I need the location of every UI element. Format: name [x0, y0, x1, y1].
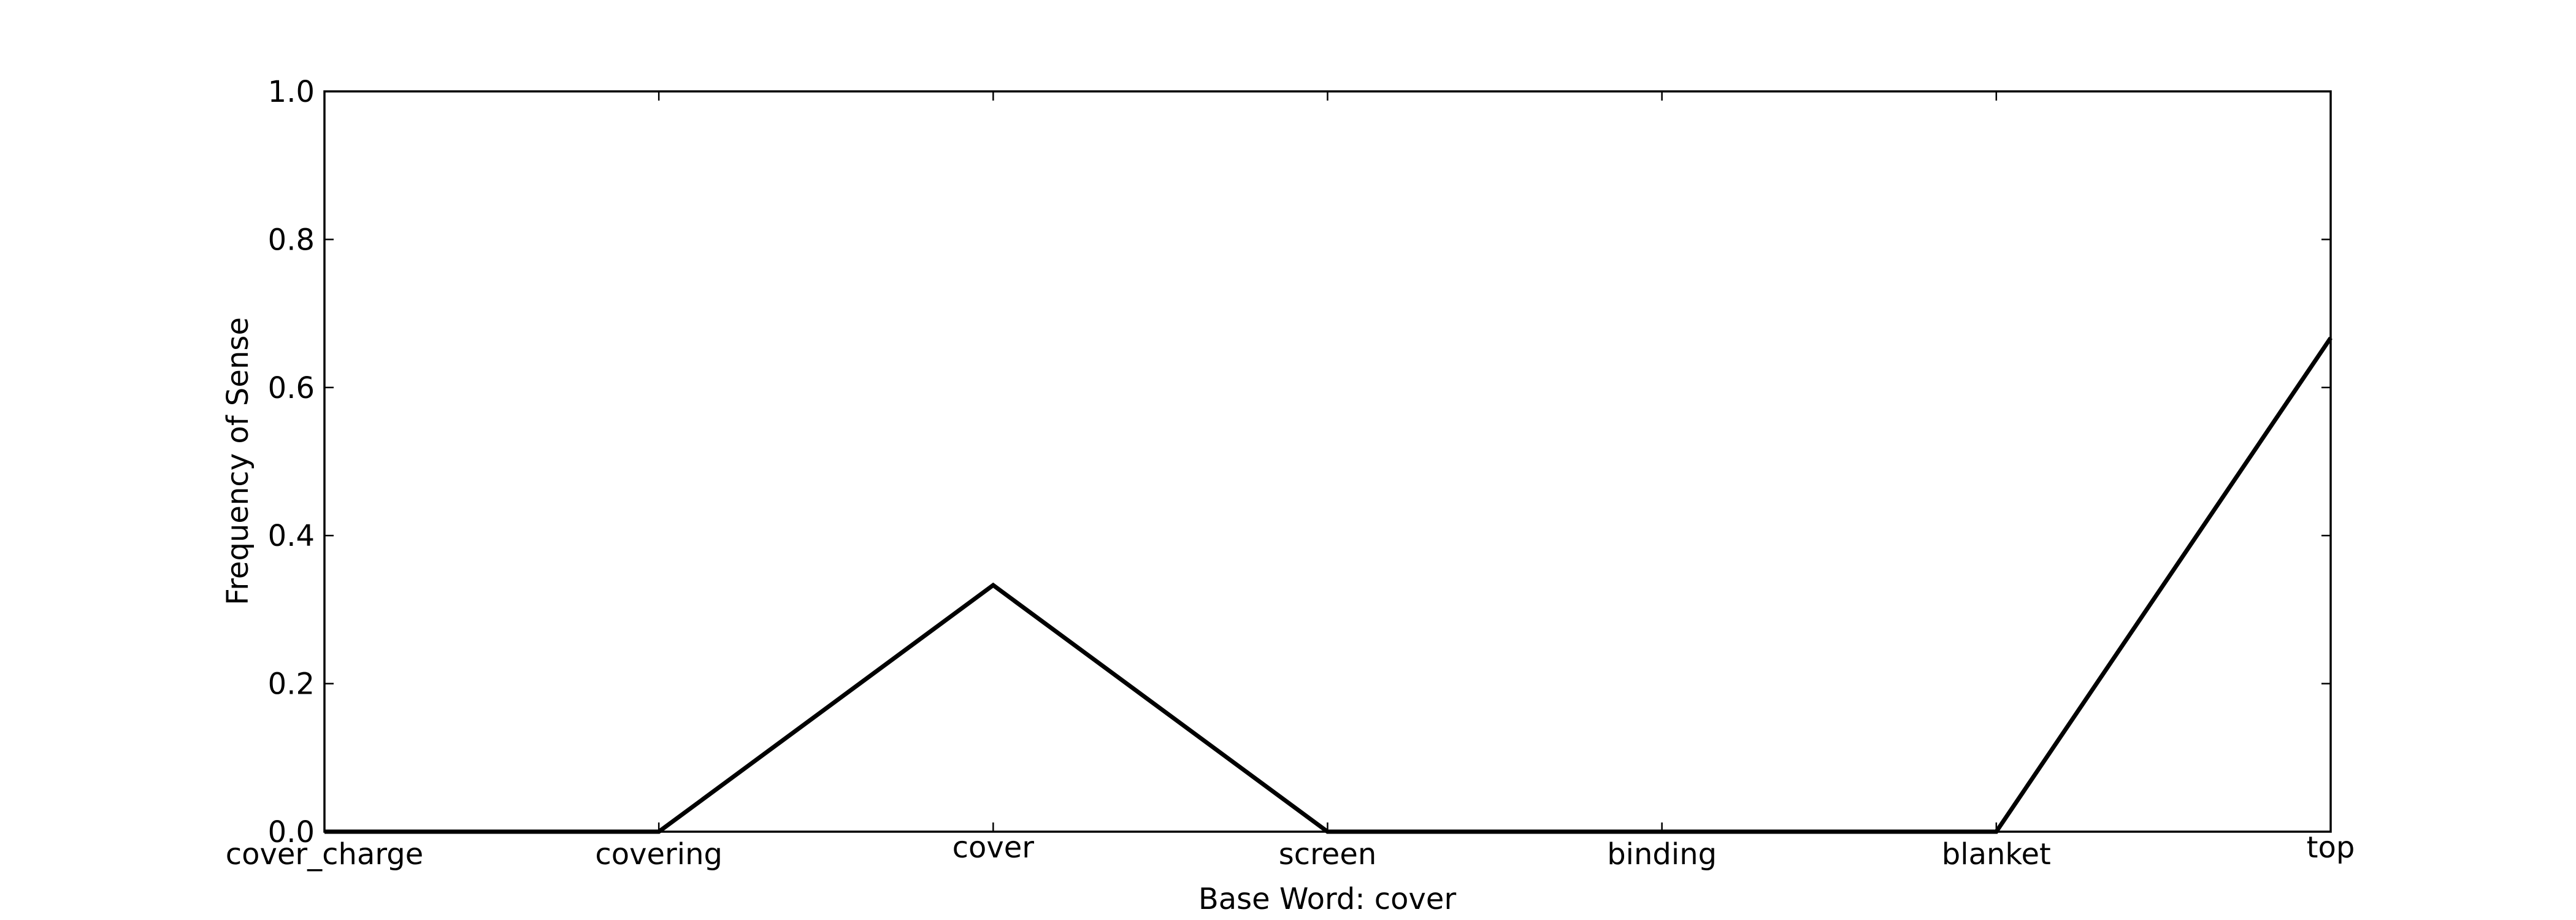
plot-area — [324, 91, 2331, 832]
x-tick-label: blanket — [1942, 837, 2051, 872]
y-tick-label: 0.8 — [268, 223, 315, 257]
labels-layer: Base Word: cover Frequency of Sense — [221, 317, 1456, 916]
y-tick-label: 0.6 — [268, 371, 315, 405]
x-tick-label: cover — [953, 830, 1035, 865]
plot-frame — [323, 90, 2332, 833]
x-tick-label: top — [2307, 830, 2355, 865]
y-tick-label: 0.2 — [268, 667, 315, 702]
y-tick-label: 1.0 — [268, 75, 315, 109]
x-tick-label: screen — [1279, 837, 1377, 872]
x-tick-label: binding — [1607, 837, 1717, 872]
y-axis-label: Frequency of Sense — [221, 317, 255, 605]
x-tick-label: cover_charge — [226, 837, 424, 872]
y-tick-label: 0.4 — [268, 519, 315, 553]
y-tick-label: 0.0 — [268, 815, 315, 849]
ticks-layer: 0.0 0.2 0.4 0.6 0.8 1.0 cover_charge covering co… — [226, 75, 2355, 872]
x-tick-label: covering — [595, 837, 723, 872]
x-axis-label: Base Word: cover — [1198, 882, 1457, 916]
